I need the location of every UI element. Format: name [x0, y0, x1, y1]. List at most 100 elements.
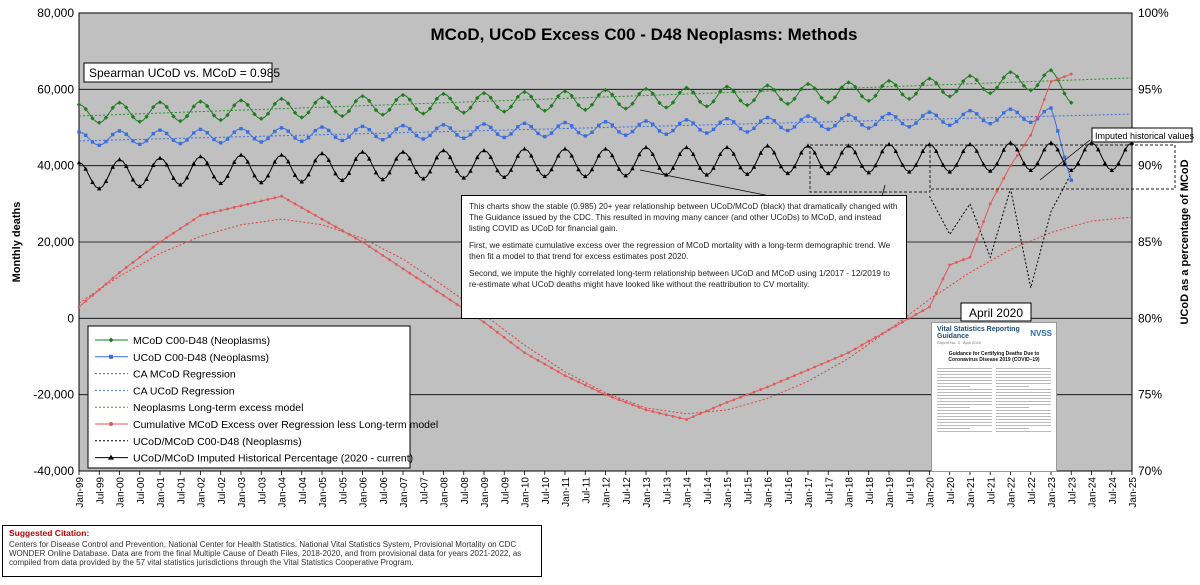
data-point — [448, 126, 452, 130]
data-point — [502, 336, 506, 339]
data-point — [252, 173, 257, 178]
data-point — [651, 410, 655, 413]
data-point — [731, 151, 736, 156]
data-point — [832, 164, 838, 169]
y-tick-label: 0 — [67, 311, 74, 325]
data-point — [677, 151, 682, 157]
data-point — [124, 132, 128, 136]
data-point — [353, 156, 358, 161]
data-point — [320, 125, 324, 129]
data-point — [219, 141, 223, 145]
data-point — [698, 412, 702, 416]
data-point — [515, 153, 520, 158]
data-point — [745, 393, 749, 397]
data-point — [415, 276, 418, 280]
data-point — [840, 116, 844, 121]
data-point — [677, 90, 682, 95]
data-point — [489, 325, 493, 329]
data-point — [1015, 154, 1019, 157]
data-point — [306, 110, 311, 115]
data-point — [934, 148, 939, 153]
data-point — [658, 411, 661, 415]
x-tick-label: Jan-08 — [440, 477, 451, 508]
data-point — [144, 139, 149, 143]
data-point — [84, 299, 88, 303]
data-point — [421, 280, 425, 284]
data-point — [833, 357, 837, 360]
doc-text-line — [996, 398, 1051, 399]
data-point — [340, 229, 344, 232]
x-tick-label: Jul-07 — [419, 477, 430, 505]
x-tick-label: Jan-05 — [318, 477, 329, 508]
doc-text-line — [937, 425, 992, 426]
data-point — [657, 100, 662, 106]
data-point — [886, 78, 892, 84]
data-point — [1069, 167, 1074, 173]
data-point — [76, 102, 82, 107]
x-tick-label: Jan-20 — [926, 477, 937, 508]
x-tick-label: Jan-12 — [602, 477, 613, 508]
data-point — [488, 154, 493, 159]
data-point — [387, 134, 392, 138]
data-point — [583, 173, 588, 179]
data-point — [178, 182, 183, 187]
doc-text-line — [996, 401, 1051, 402]
data-point — [826, 127, 830, 131]
data-point — [1001, 75, 1006, 80]
data-point — [1015, 110, 1019, 115]
data-point — [211, 113, 217, 118]
data-point — [84, 133, 88, 138]
data-point — [516, 125, 520, 129]
data-point — [543, 362, 547, 366]
data-point — [151, 104, 156, 110]
data-point — [367, 156, 372, 161]
data-point — [880, 149, 885, 154]
data-point — [711, 127, 716, 132]
data-point — [927, 76, 932, 81]
data-point — [205, 160, 210, 165]
data-point — [239, 204, 243, 208]
data-point — [238, 98, 244, 103]
data-point — [259, 140, 263, 144]
data-point — [940, 89, 946, 95]
data-point — [948, 263, 952, 267]
data-point — [279, 126, 284, 130]
data-point — [793, 374, 796, 377]
data-point — [637, 91, 642, 97]
x-tick-label: Jan-02 — [197, 477, 208, 508]
data-point — [489, 125, 493, 130]
data-point — [759, 119, 763, 123]
data-point — [589, 167, 595, 172]
x-tick-label: Jul-13 — [662, 477, 673, 505]
x-tick-label: Jul-19 — [905, 477, 916, 505]
imputed-label: Imputed historical values — [1095, 131, 1195, 141]
data-point — [1123, 147, 1128, 152]
data-point — [995, 189, 999, 193]
series-6 — [929, 173, 1072, 288]
data-point — [650, 91, 655, 96]
data-point — [535, 167, 541, 172]
y2-tick-label: 80% — [1138, 311, 1162, 325]
doc-text-line — [996, 392, 1051, 393]
data-point — [576, 167, 581, 172]
data-point — [1028, 88, 1033, 93]
data-point — [434, 96, 439, 102]
doc-text-line — [937, 380, 992, 381]
data-point — [104, 139, 108, 144]
data-point — [427, 106, 433, 111]
data-point — [590, 386, 594, 390]
data-point — [900, 121, 905, 126]
data-point — [110, 105, 115, 110]
data-point — [617, 398, 621, 402]
doc-text-line — [937, 401, 992, 402]
data-point — [158, 240, 162, 244]
data-point — [172, 231, 175, 235]
data-point — [846, 80, 851, 85]
april-2020-box — [960, 302, 1032, 322]
data-point — [724, 84, 730, 89]
data-point — [610, 123, 614, 127]
x-tick-label: Jan-03 — [237, 477, 248, 508]
data-point — [928, 305, 931, 309]
data-point — [893, 83, 898, 88]
